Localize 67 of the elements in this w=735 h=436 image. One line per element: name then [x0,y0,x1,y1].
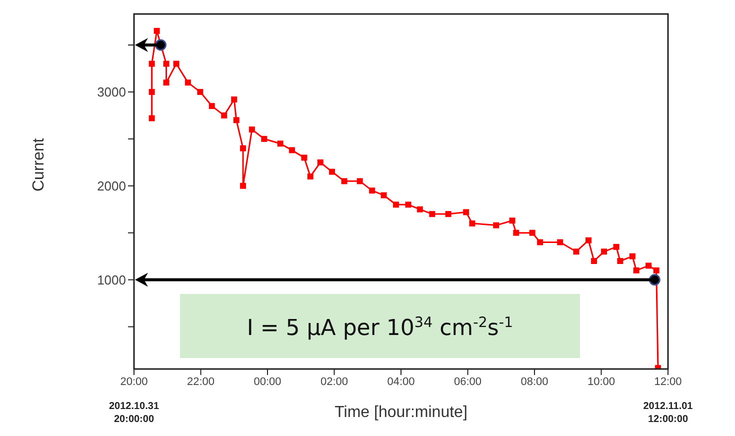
point [646,262,652,269]
point [613,244,620,250]
point [341,178,348,184]
point [154,28,160,34]
point [148,115,155,122]
point [248,126,255,133]
point [197,88,204,95]
x-tick-label: 22:00 [186,376,215,388]
point [221,112,228,118]
y-tick-label: 1000 [97,272,126,288]
point [307,173,314,180]
y-tick-label: 3000 [97,84,126,100]
point [537,239,544,246]
point [233,117,240,124]
point [173,60,180,67]
point [392,202,399,208]
point [329,168,336,175]
point [208,103,215,110]
x-tick-label: 04:00 [387,376,415,388]
point [509,218,516,224]
y-tick-label: 2000 [97,178,126,194]
text: 2012.10.31 20:00:00 [108,401,160,425]
point [601,248,608,255]
x-tick-label: 02:00 [320,376,348,388]
x-tick-label: 00:00 [254,376,282,388]
point [429,211,436,218]
text: 2012.11.01 12:00:00 [643,401,694,425]
point [148,60,155,67]
point [653,267,660,274]
point [288,147,295,154]
point [493,222,500,228]
x-tick-label: 20:00 [120,376,148,388]
point [416,206,423,212]
x-axis-title: Time [hour:minute] [334,404,468,421]
x-tick-label: 08:00 [520,376,548,388]
x-tick-label: 10:00 [587,376,616,388]
point [184,80,191,86]
point [591,258,598,264]
point [240,182,246,189]
annotation: I = 5 µA per 10$^{34}$ cm$^{-2}$s$^{-1}$ [246,315,514,341]
point [557,239,564,246]
point [445,211,452,218]
point [405,202,412,208]
point [317,159,324,166]
point [163,60,170,67]
point [356,178,363,184]
point [369,188,376,194]
point [261,136,268,142]
point [240,145,246,152]
point [573,248,580,255]
point [585,237,592,244]
x-tick-label: 12:00 [654,376,682,388]
point [463,209,470,216]
point [469,220,476,226]
x-tick-label: 06:00 [454,376,482,388]
point [231,96,238,102]
point [513,230,520,236]
point [629,253,636,260]
point [617,258,624,264]
point [380,192,387,198]
point [148,88,155,95]
point [633,267,640,274]
point [277,140,284,147]
point [301,154,308,161]
point [163,80,170,86]
y-axis-title: Current [30,138,48,192]
point [529,230,536,236]
